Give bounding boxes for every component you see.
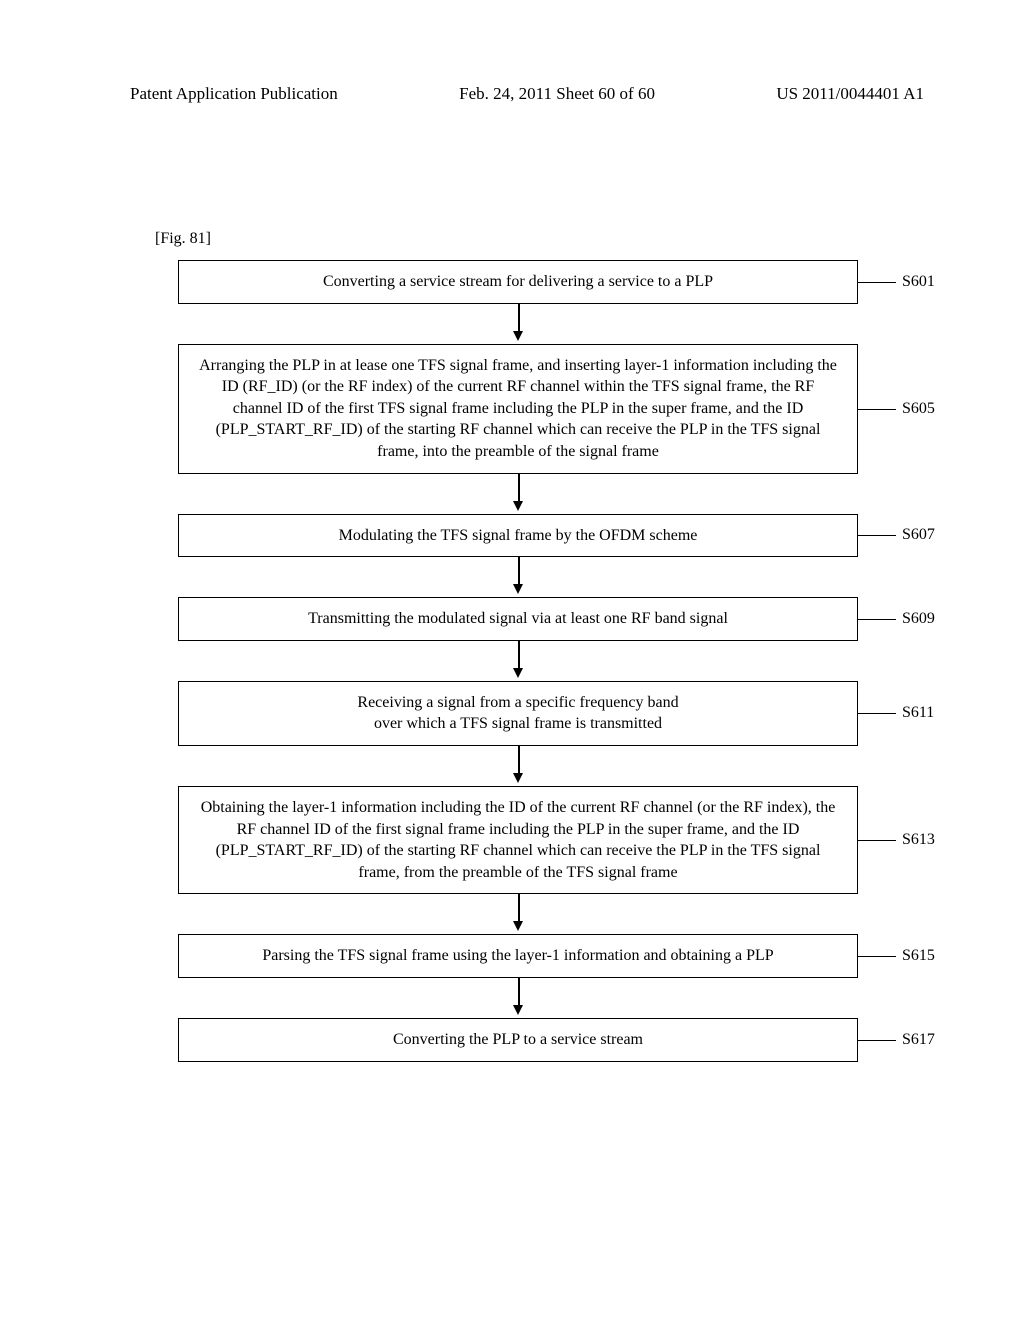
label-connector-line — [858, 619, 896, 620]
arrow-line — [518, 894, 520, 922]
flow-step-box: Modulating the TFS signal frame by the O… — [178, 514, 858, 558]
arrow-head-icon — [513, 921, 523, 931]
flow-step-row: Parsing the TFS signal frame using the l… — [178, 934, 858, 978]
flow-arrow — [178, 641, 858, 681]
flow-arrow — [178, 304, 858, 344]
flow-arrow — [178, 978, 858, 1018]
arrow-line — [518, 474, 520, 502]
arrow-head-icon — [513, 331, 523, 341]
arrow-head-icon — [513, 668, 523, 678]
flow-arrow — [178, 746, 858, 786]
flow-step-row: Transmitting the modulated signal via at… — [178, 597, 858, 641]
flowchart: Converting a service stream for deliveri… — [178, 260, 858, 1062]
arrow-head-icon — [513, 584, 523, 594]
flow-step-row: Modulating the TFS signal frame by the O… — [178, 514, 858, 558]
label-connector-line — [858, 713, 896, 714]
label-connector-line — [858, 409, 896, 410]
flow-arrow — [178, 894, 858, 934]
figure-label: [Fig. 81] — [155, 230, 211, 248]
flow-step-label: S615 — [902, 947, 935, 965]
flow-step-label: S605 — [902, 400, 935, 418]
flow-step-box: Converting a service stream for deliveri… — [178, 260, 858, 304]
flow-step-row: Converting a service stream for deliveri… — [178, 260, 858, 304]
arrow-line — [518, 978, 520, 1006]
flow-step-label: S611 — [902, 704, 934, 722]
header-right: US 2011/0044401 A1 — [776, 84, 924, 104]
arrow-line — [518, 304, 520, 332]
flow-step-box: Receiving a signal from a specific frequ… — [178, 681, 858, 746]
header-center: Feb. 24, 2011 Sheet 60 of 60 — [459, 84, 655, 104]
label-connector-line — [858, 1040, 896, 1041]
flow-step-label: S613 — [902, 831, 935, 849]
arrow-head-icon — [513, 773, 523, 783]
flow-step-row: Converting the PLP to a service streamS6… — [178, 1018, 858, 1062]
flow-arrow — [178, 474, 858, 514]
label-connector-line — [858, 956, 896, 957]
flow-step-label: S601 — [902, 273, 935, 291]
flow-step-box: Obtaining the layer-1 information includ… — [178, 786, 858, 894]
flow-step-label: S617 — [902, 1031, 935, 1049]
flow-step-row: Arranging the PLP in at lease one TFS si… — [178, 344, 858, 474]
label-connector-line — [858, 282, 896, 283]
flow-step-row: Receiving a signal from a specific frequ… — [178, 681, 858, 746]
arrow-line — [518, 641, 520, 669]
header-left: Patent Application Publication — [130, 84, 338, 104]
flow-step-box: Converting the PLP to a service stream — [178, 1018, 858, 1062]
flow-step-box: Parsing the TFS signal frame using the l… — [178, 934, 858, 978]
flow-step-box: Transmitting the modulated signal via at… — [178, 597, 858, 641]
flow-step-label: S607 — [902, 526, 935, 544]
arrow-head-icon — [513, 501, 523, 511]
label-connector-line — [858, 535, 896, 536]
label-connector-line — [858, 840, 896, 841]
flow-arrow — [178, 557, 858, 597]
flow-step-label: S609 — [902, 610, 935, 628]
flow-step-row: Obtaining the layer-1 information includ… — [178, 786, 858, 894]
page-header: Patent Application Publication Feb. 24, … — [0, 84, 1024, 104]
arrow-head-icon — [513, 1005, 523, 1015]
arrow-line — [518, 746, 520, 774]
arrow-line — [518, 557, 520, 585]
flow-step-box: Arranging the PLP in at lease one TFS si… — [178, 344, 858, 474]
